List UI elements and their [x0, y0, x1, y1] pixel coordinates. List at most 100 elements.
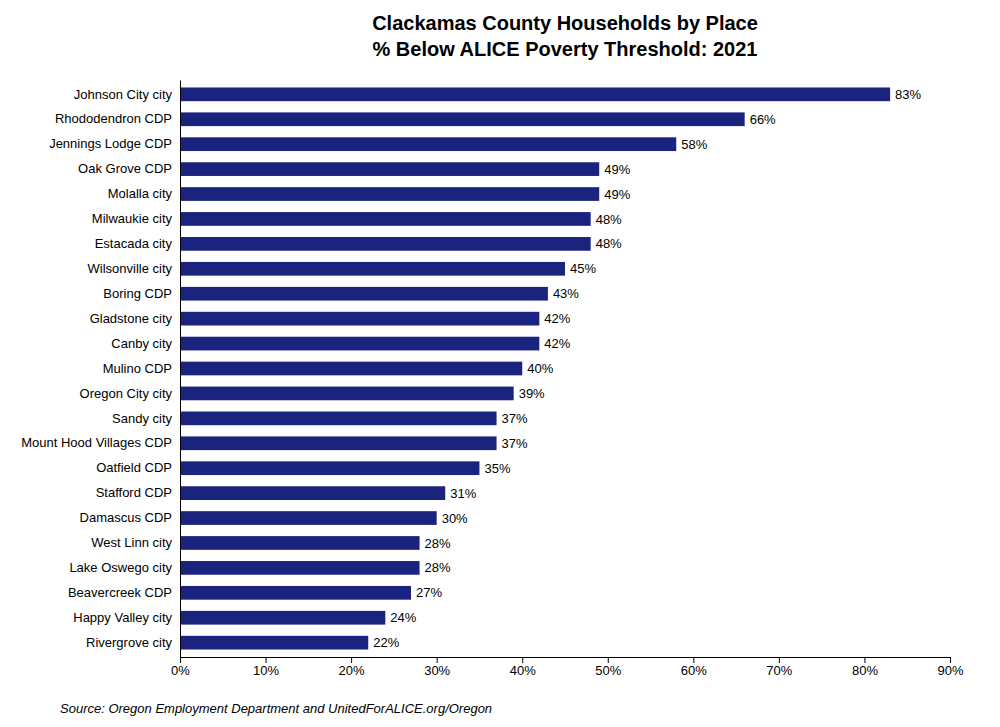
y-tick: Gladstone city [90, 311, 180, 326]
data-label: 39% [519, 386, 545, 401]
y-tick-label: Canby city [111, 336, 172, 351]
bar [180, 586, 411, 600]
x-tick-label: 0% [171, 663, 190, 678]
x-tick-label: 50% [595, 663, 621, 678]
x-tick-mark [522, 657, 523, 663]
bar [180, 511, 437, 525]
y-tick-label: Mount Hood Villages CDP [21, 435, 172, 450]
y-tick-label: Rivergrove city [86, 635, 172, 650]
bar [180, 312, 539, 326]
data-label: 35% [484, 461, 510, 476]
data-label: 27% [416, 585, 442, 600]
bar [180, 536, 420, 550]
x-tick-mark [779, 657, 780, 663]
y-tick: Milwaukie city [92, 211, 180, 226]
data-label: 40% [527, 361, 553, 376]
x-tick: 70% [766, 657, 792, 678]
x-tick-label: 70% [766, 663, 792, 678]
bar [180, 262, 565, 276]
x-tick-label: 30% [424, 663, 450, 678]
bar [180, 112, 745, 126]
data-label: 30% [442, 511, 468, 526]
y-tick: Oregon City city [80, 386, 180, 401]
y-tick: Johnson City city [74, 86, 180, 101]
y-tick: Lake Oswego city [69, 560, 180, 575]
y-tick-label: Oak Grove CDP [78, 161, 172, 176]
x-tick-mark [180, 657, 181, 663]
bar [180, 87, 890, 101]
y-tick-label: Molalla city [108, 186, 173, 201]
x-tick: 60% [681, 657, 707, 678]
data-label: 58% [681, 137, 707, 152]
x-tick-label: 10% [253, 663, 279, 678]
y-tick-label: Rhododendron CDP [55, 111, 172, 126]
bar [180, 237, 591, 251]
y-axis-line [180, 81, 181, 658]
y-tick-label: Milwaukie city [92, 211, 173, 226]
y-tick: Oak Grove CDP [78, 161, 180, 176]
y-tick-label: Jennings Lodge CDP [49, 136, 172, 151]
x-tick-label: 60% [681, 663, 707, 678]
data-label: 43% [553, 286, 579, 301]
y-tick: Mount Hood Villages CDP [21, 435, 180, 450]
y-tick-label: Beavercreek CDP [68, 585, 172, 600]
bar [180, 411, 497, 425]
data-label: 42% [544, 311, 570, 326]
y-tick-label: West Linn city [91, 535, 172, 550]
data-label: 37% [502, 436, 528, 451]
bar [180, 362, 522, 376]
bar [180, 212, 591, 226]
y-tick: Happy Valley city [73, 610, 180, 625]
y-tick: Rhododendron CDP [55, 111, 180, 126]
x-tick-mark [437, 657, 438, 663]
y-tick: Wilsonville city [87, 261, 180, 276]
x-tick: 40% [510, 657, 536, 678]
y-tick: Canby city [111, 336, 180, 351]
x-tick: 20% [339, 657, 365, 678]
data-label: 24% [390, 610, 416, 625]
y-tick-label: Gladstone city [90, 311, 173, 326]
data-label: 48% [596, 212, 622, 227]
y-tick: Damascus CDP [80, 510, 180, 525]
y-tick-label: Oatfield CDP [96, 460, 172, 475]
y-axis: Rivergrove city Happy Valley city Beavercr… [21, 81, 180, 658]
x-axis-line [181, 658, 951, 664]
y-tick: Jennings Lodge CDP [49, 136, 180, 151]
x-tick: 80% [852, 657, 878, 678]
bar [180, 187, 599, 201]
y-tick-label: Stafford CDP [96, 485, 172, 500]
y-tick-label: Johnson City city [74, 86, 173, 101]
y-tick: Rivergrove city [86, 635, 180, 650]
data-label: 37% [502, 411, 528, 426]
x-tick-label: 80% [852, 663, 878, 678]
x-tick: 90% [937, 657, 963, 678]
x-tick-mark [693, 657, 694, 663]
bar [180, 486, 445, 500]
y-tick-label: Sandy city [112, 411, 172, 426]
annotation: Source: Oregon Employment Department and… [60, 701, 492, 716]
y-tick: Mulino CDP [103, 361, 180, 376]
bar [180, 611, 385, 625]
x-tick-label: 40% [510, 663, 536, 678]
y-tick: Beavercreek CDP [68, 585, 180, 600]
bar [180, 162, 599, 176]
data-label: 48% [596, 236, 622, 251]
bar [180, 561, 420, 575]
y-tick-label: Wilsonville city [87, 261, 172, 276]
y-tick-label: Boring CDP [103, 286, 172, 301]
data-label: 66% [750, 112, 776, 127]
y-tick: Boring CDP [103, 286, 180, 301]
y-tick: Estacada city [95, 236, 180, 251]
y-tick-label: Damascus CDP [80, 510, 172, 525]
data-label: 83% [895, 87, 921, 102]
y-tick-label: Estacada city [95, 236, 173, 251]
y-tick-label: Lake Oswego city [69, 560, 172, 575]
x-axis: 0% 10% 20% 30% 40% 50% 60% 70% 80% 90% [171, 657, 964, 678]
y-tick-label: Mulino CDP [103, 361, 172, 376]
data-labels: 22%24%27%28%28%30%31%35%37%37%39%40%42%4… [373, 87, 921, 650]
x-tick: 50% [595, 657, 621, 678]
data-label: 49% [604, 187, 630, 202]
bar [180, 636, 368, 650]
data-label: 31% [450, 486, 476, 501]
data-label: 45% [570, 261, 596, 276]
